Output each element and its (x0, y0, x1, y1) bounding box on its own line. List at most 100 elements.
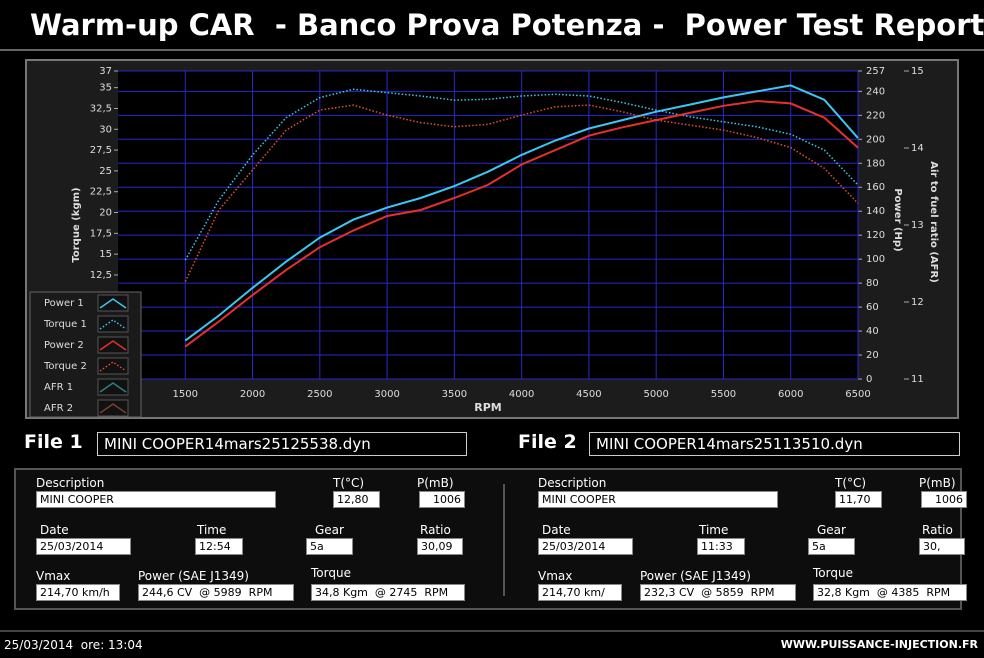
y-tick-label: 25 (99, 166, 112, 177)
field-label: Time (197, 523, 227, 537)
legend-label: Power 1 (44, 298, 84, 309)
field-label: Ratio (922, 523, 953, 537)
field-label: Vmax (538, 569, 573, 583)
field-label: Gear (315, 523, 344, 537)
y-tick-label: 30 (99, 124, 112, 135)
x-axis-label: RPM (474, 401, 501, 414)
legend-label: AFR 2 (44, 403, 73, 414)
field-value: 30,09 (417, 538, 463, 555)
field-value: 34,8 Kgm @ 2745 RPM (311, 584, 465, 601)
y2-tick-label: 240 (866, 86, 885, 97)
field-label: Date (40, 523, 69, 537)
field-value: 25/03/2014 (36, 538, 131, 555)
field-value: 1006 (419, 491, 465, 508)
legend-line (99, 340, 127, 351)
footer-website: WWW.PUISSANCE-INJECTION.FR (780, 638, 978, 651)
y3-tick-label: 13 (911, 220, 924, 231)
field-value: 12:54 (195, 538, 243, 555)
field-label: Ratio (420, 523, 451, 537)
field-value: 30, (919, 538, 965, 555)
x-tick-label: 1500 (173, 389, 198, 400)
legend-line (99, 403, 127, 414)
field-label: Power (SAE J1349) (138, 569, 249, 583)
legend-swatch (97, 378, 129, 396)
field-value: 214,70 km/ (538, 584, 622, 601)
panel-divider (503, 484, 505, 596)
field-label: P(mB) (417, 476, 454, 490)
file-label: File 1 (24, 431, 83, 453)
y3-tick-label: 15 (911, 66, 924, 77)
y-tick-label: 37 (99, 66, 112, 77)
field-value: MINI COOPER (538, 491, 778, 508)
series-line (184, 88, 859, 261)
y2-axis-label: Power (Hp) (892, 188, 903, 251)
legend-label: Torque 1 (43, 319, 87, 330)
field-label: P(mB) (919, 476, 956, 490)
field-label: Torque (311, 566, 351, 580)
y2-tick-label: 0 (866, 374, 872, 385)
file-label: File 2 (518, 431, 577, 453)
x-tick-label: 2000 (240, 389, 265, 400)
y-axis-label: Torque (kgm) (71, 187, 82, 262)
legend-swatch (97, 294, 129, 312)
field-label: Time (699, 523, 729, 537)
y-tick-label: 32,5 (90, 103, 112, 114)
plot-area (118, 71, 858, 379)
field-label: Torque (813, 566, 853, 580)
y-tick-label: 12,5 (90, 270, 112, 281)
y-tick-label: 35 (99, 83, 112, 94)
y2-tick-label: 180 (866, 158, 885, 169)
field-value: 32,8 Kgm @ 4385 RPM (813, 584, 967, 601)
series-line (184, 99, 859, 348)
y3-tick-label: 12 (911, 297, 924, 308)
y2-tick-label: 220 (866, 110, 885, 121)
file-name: MINI COOPER14mars25113510.dyn (589, 432, 960, 456)
field-value: 11,70 (835, 491, 882, 508)
field-value: MINI COOPER (36, 491, 276, 508)
field-label: Gear (817, 523, 846, 537)
field-value: 5a (306, 538, 353, 555)
x-tick-label: 6000 (778, 389, 803, 400)
y-tick-label: 22,5 (90, 187, 112, 198)
x-tick-label: 5500 (711, 389, 736, 400)
report-title: Warm-up CAR - Banco Prova Potenza - Powe… (30, 8, 984, 42)
y-tick-label: 20 (99, 208, 112, 219)
y3-tick-label: 14 (911, 143, 924, 154)
field-label: Description (36, 476, 105, 490)
y-tick-label: 27,5 (90, 145, 112, 156)
field-label: Date (542, 523, 571, 537)
legend-swatch (97, 357, 129, 375)
field-value: 214,70 km/h (36, 584, 120, 601)
y2-tick-label: 20 (866, 350, 879, 361)
y2-tick-label: 140 (866, 206, 885, 217)
legend-box (29, 291, 142, 418)
field-label: Power (SAE J1349) (640, 569, 751, 583)
field-label: T(°C) (835, 476, 867, 490)
legend-label: AFR 1 (44, 382, 73, 393)
y-tick-label: 15 (99, 249, 112, 260)
legend-line (99, 298, 127, 309)
field-label: Description (538, 476, 607, 490)
y2-tick-label: 100 (866, 254, 885, 265)
legend-label: Power 2 (44, 340, 84, 351)
y2-tick-label: 120 (866, 230, 885, 241)
y2-tick-label: 60 (866, 302, 879, 313)
legend-swatch (97, 336, 129, 354)
field-label: Vmax (36, 569, 71, 583)
y2-tick-label: 200 (866, 134, 885, 145)
legend-swatch (97, 315, 129, 333)
x-tick-label: 5000 (643, 389, 668, 400)
y3-axis-label: Air to fuel ratio (AFR) (928, 161, 939, 283)
y2-tick-label: 160 (866, 182, 885, 193)
legend-line (99, 382, 127, 393)
x-tick-label: 3500 (442, 389, 467, 400)
footer-timestamp: 25/03/2014 ore: 13:04 (4, 638, 143, 652)
x-tick-label: 4500 (576, 389, 601, 400)
series-line (184, 104, 859, 282)
field-value: 1006 (921, 491, 967, 508)
legend-label: Torque 2 (43, 361, 87, 372)
field-value: 5a (808, 538, 855, 555)
chart: 0 20 40 60 80 100 120 140 160 180 200 220 240 257 1500… (0, 49, 984, 419)
y2-tick-label: 257 (866, 66, 885, 77)
